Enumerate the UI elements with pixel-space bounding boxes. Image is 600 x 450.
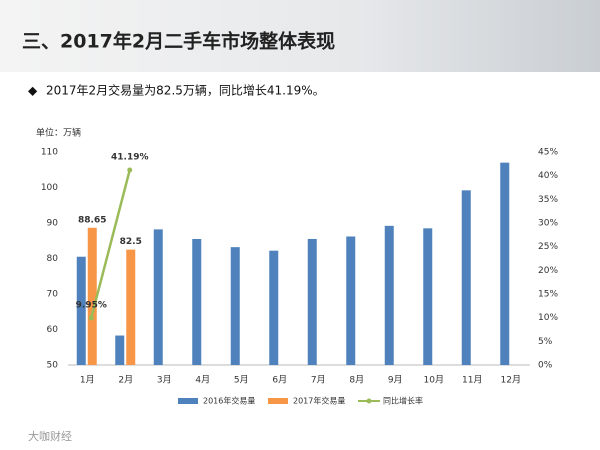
x-tick-label: 5月 <box>234 375 249 386</box>
y2-tick-label: 15% <box>538 290 558 300</box>
x-tick-label: 7月 <box>311 375 326 386</box>
x-tick-label: 6月 <box>272 375 287 386</box>
y2-tick-label: 45% <box>538 148 558 158</box>
data-label: 82.5 <box>120 237 142 247</box>
y-tick-label: 100 <box>41 183 58 193</box>
y-tick-label: 80 <box>47 254 59 264</box>
legend-swatch <box>178 398 198 404</box>
bar <box>423 228 433 365</box>
watermark: 大咖财经 <box>28 429 72 443</box>
y-tick-label: 70 <box>47 290 59 300</box>
x-tick-label: 10月 <box>424 375 444 386</box>
line-point <box>88 315 94 321</box>
bar <box>126 249 136 365</box>
data-label: 41.19% <box>111 153 149 163</box>
y2-tick-label: 0% <box>538 361 553 371</box>
slide-title: 三、2017年2月二手车市场整体表现 <box>22 30 335 53</box>
y2-tick-label: 30% <box>538 219 558 229</box>
y2-tick-label: 35% <box>538 195 558 205</box>
data-label: 88.65 <box>78 215 106 225</box>
x-tick-label: 8月 <box>349 375 364 386</box>
y2-tick-label: 5% <box>538 337 553 347</box>
y-tick-label: 60 <box>47 325 59 335</box>
legend-label: 2017年交易量 <box>293 396 345 406</box>
x-tick-label: 9月 <box>388 375 403 386</box>
bar <box>87 227 97 365</box>
y2-tick-label: 10% <box>538 313 558 323</box>
bar <box>153 229 163 365</box>
x-tick-label: 1月 <box>80 375 95 386</box>
bar <box>115 335 125 365</box>
y2-tick-label: 20% <box>538 266 558 276</box>
bar <box>76 256 86 365</box>
bar <box>230 247 240 365</box>
y-tick-label: 50 <box>47 361 59 371</box>
x-tick-label: 12月 <box>501 375 521 386</box>
legend-swatch <box>366 398 372 404</box>
legend-label: 2016年交易量 <box>203 396 255 406</box>
legend-swatch <box>268 398 288 404</box>
x-tick-label: 3月 <box>157 375 172 386</box>
y-tick-label: 110 <box>41 148 58 158</box>
line-point <box>127 167 133 173</box>
bar <box>307 238 317 365</box>
x-tick-label: 4月 <box>195 375 210 386</box>
line <box>90 169 131 319</box>
y2-tick-label: 40% <box>538 171 558 181</box>
bar <box>461 190 471 365</box>
bar <box>192 238 202 365</box>
unit-label: 单位：万辆 <box>36 127 81 139</box>
y2-tick-label: 25% <box>538 242 558 252</box>
bullet-marker: ◆ <box>28 84 38 98</box>
bar <box>346 236 356 365</box>
legend-label: 同比增长率 <box>383 396 423 406</box>
bar <box>384 225 394 365</box>
x-tick-label: 2月 <box>118 375 133 386</box>
bar <box>500 162 510 365</box>
bullet-text: 2017年2月交易量为82.5万辆，同比增长41.19%。 <box>46 83 325 98</box>
x-tick-label: 11月 <box>462 375 482 386</box>
header-band <box>0 0 600 72</box>
y-tick-label: 90 <box>47 219 59 229</box>
data-label: 9.95% <box>76 300 107 310</box>
bar <box>269 250 279 365</box>
